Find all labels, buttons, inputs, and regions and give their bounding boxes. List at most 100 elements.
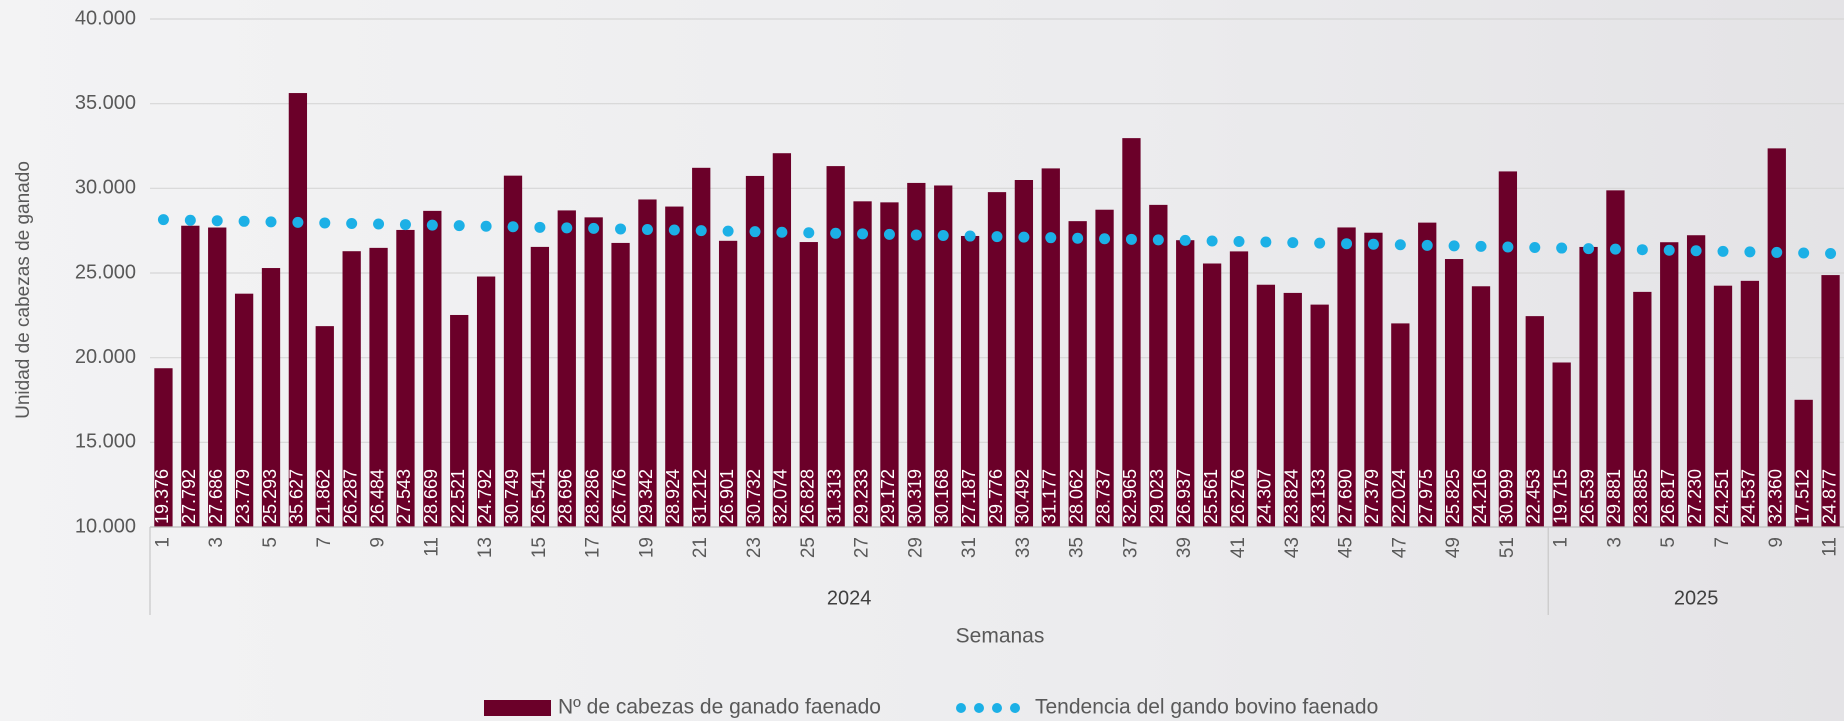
trend-dot — [292, 216, 304, 228]
y-tick-label: 30.000 — [75, 177, 136, 199]
bar — [369, 247, 388, 528]
bar — [1095, 209, 1114, 527]
bar — [1041, 168, 1060, 527]
bar — [450, 314, 469, 527]
trend-dot — [1475, 240, 1487, 252]
bar — [1310, 304, 1329, 527]
trend-dot — [507, 221, 519, 233]
data-label: 24.307 — [1255, 469, 1275, 524]
bar — [718, 240, 738, 527]
trend-dot — [373, 218, 385, 230]
trend-dot — [1744, 246, 1756, 258]
data-label: 26.287 — [340, 469, 360, 524]
data-label: 19.715 — [1550, 469, 1570, 524]
bar — [1444, 259, 1464, 527]
data-label: 25.561 — [1201, 469, 1221, 524]
bar — [1552, 362, 1571, 527]
bar — [181, 225, 200, 527]
data-label: 26.817 — [1658, 469, 1678, 524]
data-label: 23.885 — [1631, 469, 1651, 524]
trend-dot — [211, 215, 223, 227]
data-label: 27.792 — [179, 469, 199, 524]
data-label: 24.877 — [1819, 469, 1839, 524]
x-tick-label: 1 — [152, 537, 173, 548]
x-tick-label: 51 — [1497, 537, 1518, 558]
data-label: 28.669 — [421, 469, 441, 524]
data-label: 29.881 — [1604, 469, 1624, 524]
legend-dot — [956, 703, 966, 713]
trend-dot — [991, 231, 1003, 243]
data-label: 27.543 — [394, 469, 414, 524]
x-tick-label: 13 — [475, 537, 496, 558]
bar — [557, 210, 576, 527]
data-label: 26.539 — [1577, 469, 1597, 524]
trend-dot — [1717, 245, 1729, 257]
trend-dot — [883, 228, 895, 240]
legend-label: Tendencia del gando bovino faenado — [1035, 696, 1378, 719]
bar — [1391, 323, 1410, 527]
data-label: 35.627 — [287, 469, 307, 524]
x-tick-label: 9 — [1766, 537, 1787, 548]
bar — [1149, 204, 1168, 527]
data-label: 29.172 — [878, 469, 898, 524]
trend-dot — [1341, 238, 1353, 250]
data-label: 23.824 — [1282, 469, 1302, 524]
trend-dot — [1206, 235, 1218, 247]
bar — [315, 326, 334, 527]
trend-dot — [265, 216, 277, 228]
data-label: 30.492 — [1013, 469, 1033, 524]
data-label: 26.937 — [1174, 469, 1194, 524]
x-axis-title: Semanas — [956, 625, 1045, 648]
trend-dot — [615, 223, 627, 235]
group-label: 2025 — [1674, 587, 1719, 609]
trend-dot — [1233, 236, 1245, 248]
trend-dot — [1045, 232, 1057, 244]
y-tick-label: 15.000 — [75, 431, 136, 453]
trend-dot — [1556, 242, 1568, 254]
data-label: 24.792 — [475, 469, 495, 524]
bar — [1283, 292, 1302, 527]
trend-dot — [749, 226, 761, 238]
x-tick-label: 39 — [1174, 537, 1195, 558]
bar — [476, 276, 496, 527]
x-tick-label: 25 — [798, 537, 819, 558]
bar — [503, 175, 523, 527]
bar — [208, 227, 227, 527]
bar — [853, 201, 872, 527]
trend-dot — [1099, 233, 1111, 245]
y-tick-label: 35.000 — [75, 92, 136, 114]
x-tick-label: 1 — [1551, 537, 1572, 548]
trend-dot — [722, 225, 734, 237]
bar — [692, 167, 711, 528]
x-tick-label: 47 — [1389, 537, 1410, 558]
x-tick-label: 7 — [1712, 537, 1733, 548]
data-label: 27.187 — [959, 469, 979, 524]
x-tick-label: 7 — [314, 537, 335, 548]
x-tick-label: 21 — [690, 537, 711, 558]
data-label: 24.537 — [1739, 469, 1759, 524]
bar — [1525, 316, 1544, 527]
bar — [826, 166, 845, 528]
data-label: 21.862 — [314, 469, 334, 524]
legend-dot — [974, 703, 984, 713]
bar — [1014, 180, 1034, 527]
x-tick-label: 11 — [421, 537, 442, 557]
data-label: 27.686 — [206, 469, 226, 524]
trend-dot — [641, 223, 653, 235]
trend-dot — [346, 217, 358, 229]
trend-dot — [480, 220, 492, 232]
x-tick-label: 31 — [959, 537, 980, 558]
data-label: 24.216 — [1470, 469, 1490, 524]
bar — [396, 229, 415, 527]
bar — [745, 175, 765, 527]
bar — [1606, 190, 1625, 528]
data-label: 29.776 — [986, 469, 1006, 524]
x-tick-label: 43 — [1282, 537, 1303, 558]
bar — [960, 235, 980, 527]
data-label: 31.212 — [690, 469, 710, 524]
bar — [1713, 285, 1733, 527]
legend-label: Nº de cabezas de ganado faenado — [558, 696, 881, 719]
x-tick-label: 33 — [1013, 537, 1034, 558]
bar — [907, 182, 926, 528]
bar — [1633, 291, 1652, 527]
